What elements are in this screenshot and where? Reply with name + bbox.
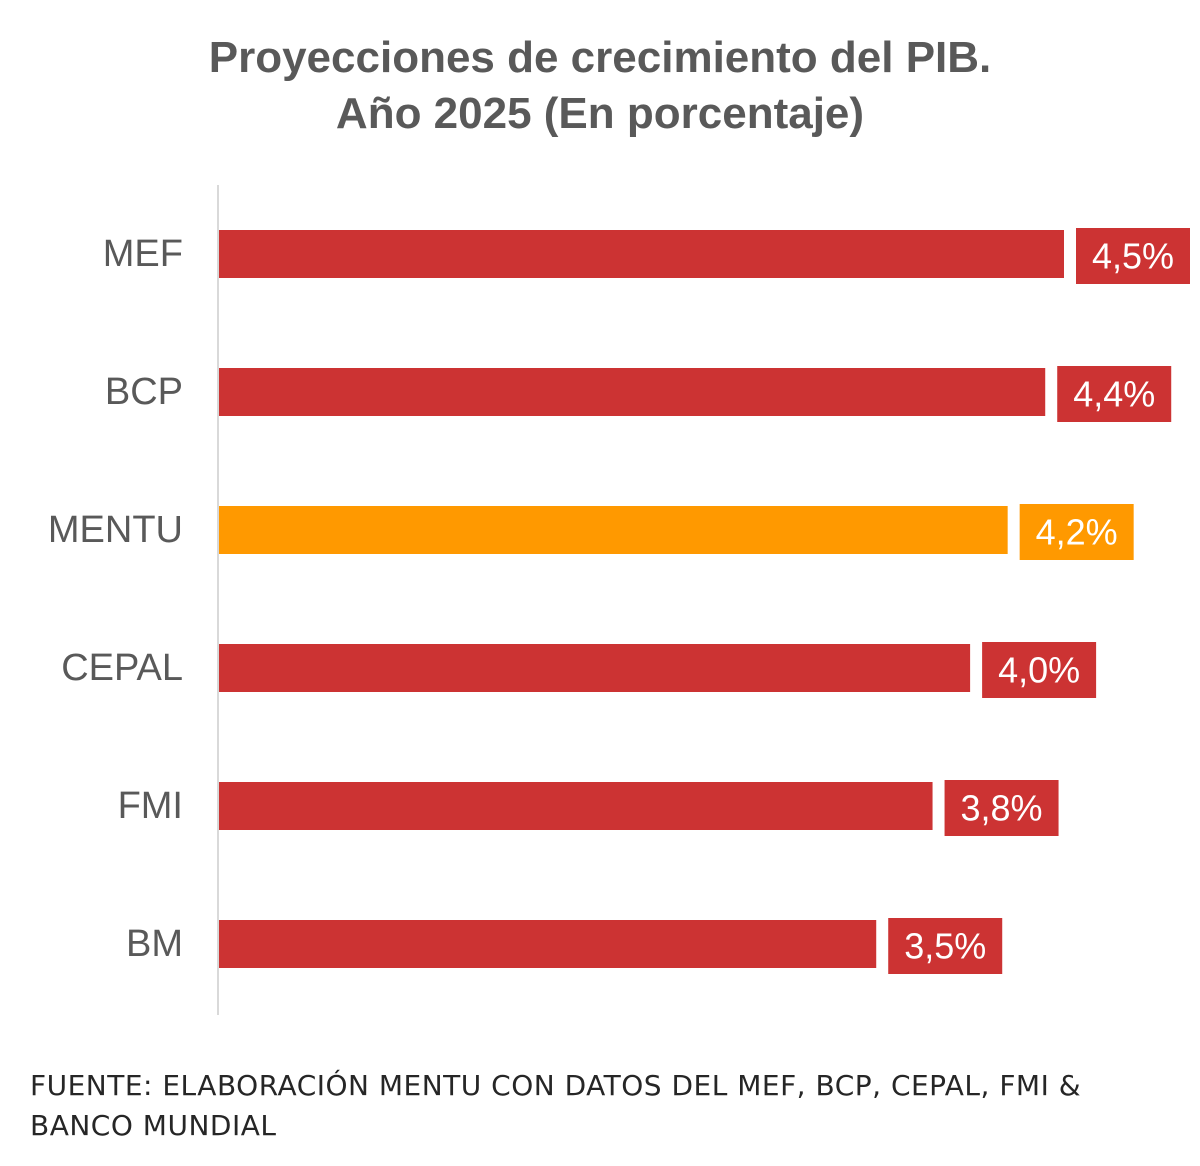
- bars-group: MEF 4,5% BCP 4,4% MENTU 4,2% CEPAL 4,0% FMI 3,8% B…: [48, 228, 1190, 974]
- chart-title: Proyecciones de crecimiento del PIB. Año…: [0, 30, 1200, 142]
- bar-bcp: [219, 368, 1046, 416]
- value-label-bcp: 4,4%: [1073, 374, 1155, 415]
- category-label-mentu: MENTU: [48, 509, 183, 551]
- bar-bm: [219, 920, 877, 968]
- bar-fmi: [219, 782, 933, 830]
- bar-chart: MEF 4,5% BCP 4,4% MENTU 4,2% CEPAL 4,0% FMI 3,8% B…: [48, 185, 1190, 1015]
- value-label-box-mentu: [1019, 504, 1134, 560]
- bar-cepal: [219, 644, 971, 692]
- category-label-bm: BM: [126, 923, 183, 965]
- value-label-cepal: 4,0%: [998, 650, 1080, 691]
- bar-mef: [219, 230, 1064, 278]
- chart-title-line-1: Proyecciones de crecimiento del PIB.: [208, 33, 992, 82]
- value-label-box-mef: [1076, 228, 1190, 284]
- value-label-bm: 3,5%: [904, 926, 986, 967]
- category-label-bcp: BCP: [105, 371, 183, 413]
- category-label-mef: MEF: [103, 233, 183, 275]
- value-label-box-bcp: [1057, 366, 1172, 422]
- category-label-fmi: FMI: [118, 785, 183, 827]
- value-label-fmi: 3,8%: [961, 788, 1043, 829]
- source-note: FUENTE: ELABORACIÓN MENTU CON DATOS DEL …: [30, 1069, 1082, 1142]
- chart-title-line-2: Año 2025 (En porcentaje): [335, 89, 865, 138]
- value-label-mentu: 4,2%: [1036, 512, 1118, 553]
- bar-mentu: [219, 506, 1008, 554]
- value-label-mef: 4,5%: [1092, 236, 1174, 277]
- value-label-box-cepal: [982, 642, 1097, 698]
- category-label-cepal: CEPAL: [61, 647, 183, 689]
- value-label-box-fmi: [944, 780, 1059, 836]
- value-label-box-bm: [888, 918, 1003, 974]
